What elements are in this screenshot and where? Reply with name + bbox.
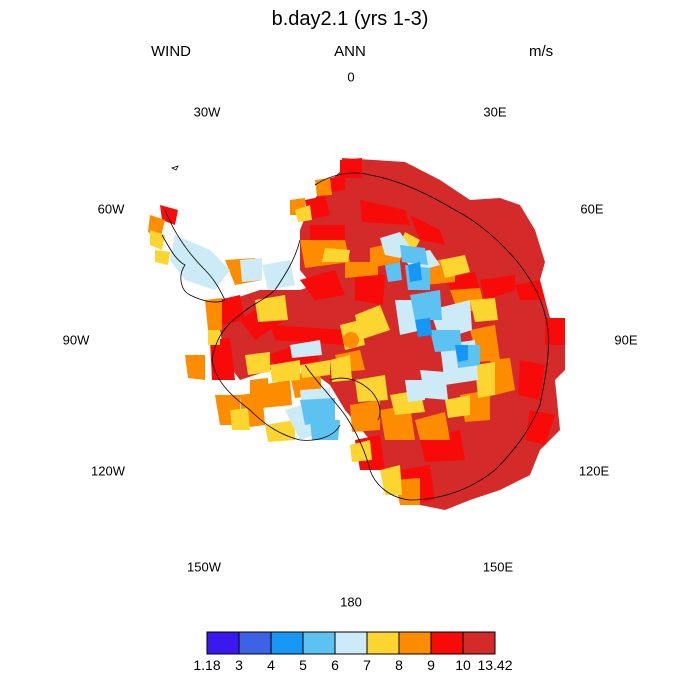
colorbar-swatch <box>206 631 240 655</box>
lon-label-150e: 150E <box>482 559 514 575</box>
coastline <box>161 165 549 501</box>
lon-label-60e: 60E <box>580 201 604 217</box>
colorbar-label: 8 <box>395 657 403 673</box>
colorbar-swatch <box>462 631 496 655</box>
blue-cells <box>408 262 468 362</box>
colorbar-label: 1.18 <box>193 657 220 673</box>
colorbar-label: 5 <box>299 657 307 673</box>
colorbar-swatch <box>366 631 400 655</box>
colorbar-label: 3 <box>235 657 243 673</box>
antarctica-wind-field <box>148 158 565 510</box>
colorbar-swatch <box>270 631 304 655</box>
colorbar-label: 6 <box>331 657 339 673</box>
lon-label-30w: 30W <box>193 104 221 120</box>
colorbar-swatch <box>430 631 464 655</box>
colorbar-swatch <box>398 631 432 655</box>
colorbar-label: 7 <box>363 657 371 673</box>
yellow-cells <box>150 205 498 495</box>
colorbar-swatch <box>334 631 368 655</box>
colorbar-label: 13.42 <box>477 657 512 673</box>
units-label: m/s <box>529 43 554 60</box>
colorbar-swatch <box>302 631 336 655</box>
lon-label-120e: 120E <box>578 463 610 479</box>
colorbar-label: 10 <box>455 657 471 673</box>
lon-label-180: 180 <box>340 594 362 610</box>
medium-blue-cells <box>300 245 480 440</box>
lon-label-60w: 60W <box>97 201 125 217</box>
plot-title: b.day2.1 (yrs 1-3) <box>271 8 429 30</box>
pole-cell <box>343 332 359 348</box>
light-blue-cells <box>170 232 478 440</box>
season-label: ANN <box>334 43 366 60</box>
colorbar-label: 4 <box>267 657 275 673</box>
lon-label-30e: 30E <box>483 104 507 120</box>
lon-label-150w: 150W <box>187 559 221 575</box>
lon-label-120w: 120W <box>91 463 125 479</box>
lon-label-90w: 90W <box>62 332 90 348</box>
variable-label: WIND <box>151 43 191 60</box>
lon-label-0: 0 <box>347 69 355 85</box>
colorbar-label: 9 <box>427 657 435 673</box>
colorbar-swatch <box>238 631 272 655</box>
lon-label-90e: 90E <box>614 332 638 348</box>
